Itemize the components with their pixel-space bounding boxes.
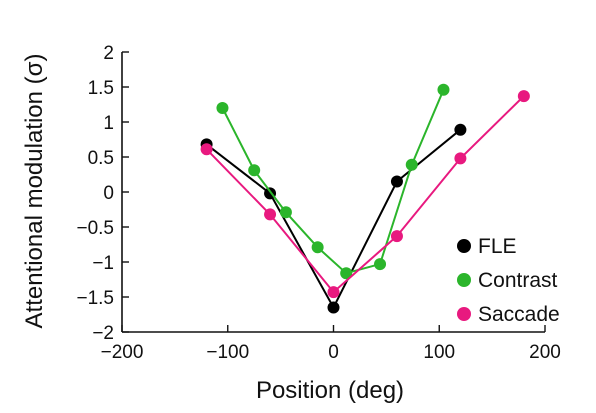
y-tick-label: −0.5 bbox=[76, 218, 114, 239]
legend: FLE Contrast Saccade bbox=[457, 235, 560, 326]
data-point-contrast bbox=[216, 102, 229, 114]
series-layer bbox=[200, 83, 530, 314]
data-point-saccade bbox=[327, 286, 340, 299]
series-saccade bbox=[200, 90, 530, 299]
data-point-fle bbox=[390, 175, 403, 188]
x-tick-label: −100 bbox=[206, 342, 249, 363]
legend-label-fle: FLE bbox=[478, 235, 517, 258]
y-tick-label: 0.5 bbox=[88, 148, 114, 169]
data-point-saccade bbox=[517, 90, 530, 103]
data-point-contrast bbox=[405, 158, 418, 171]
axes: −200 −100 0 100 200 −2 −1.5 −1 −0.5 0 0.5 1 1.5 2 bbox=[76, 43, 560, 363]
legend-marker-fle bbox=[457, 239, 471, 253]
legend-label-contrast: Contrast bbox=[478, 269, 558, 292]
data-point-contrast bbox=[374, 258, 387, 271]
x-tick-label: 100 bbox=[423, 342, 455, 363]
data-point-saccade bbox=[264, 208, 277, 221]
y-tick-label: 1.5 bbox=[88, 78, 114, 99]
data-point-saccade bbox=[454, 152, 467, 165]
series-line-fle bbox=[205, 128, 462, 310]
data-point-contrast bbox=[279, 206, 292, 219]
x-tick-label: 0 bbox=[328, 342, 339, 363]
y-axis-title: Attentional modulation (σ) bbox=[21, 54, 48, 329]
series-line-contrast bbox=[221, 89, 445, 275]
legend-marker-contrast bbox=[457, 273, 471, 287]
data-point-contrast bbox=[437, 83, 450, 96]
data-point-fle bbox=[327, 301, 340, 314]
y-tick-label: −2 bbox=[92, 323, 114, 344]
x-axis-title: Position (deg) bbox=[256, 377, 404, 404]
y-tick-label: −1 bbox=[92, 253, 114, 274]
series-line-saccade bbox=[205, 95, 525, 294]
y-tick-label: 0 bbox=[103, 183, 114, 204]
data-point-contrast bbox=[311, 241, 324, 254]
x-tick-label: 200 bbox=[529, 342, 561, 363]
x-tick-label: −200 bbox=[101, 342, 144, 363]
data-point-fle bbox=[454, 123, 467, 136]
y-tick-label: 2 bbox=[103, 43, 114, 64]
data-point-contrast bbox=[248, 164, 261, 177]
y-tick-label: −1.5 bbox=[76, 288, 114, 309]
y-tick-label: 1 bbox=[103, 113, 114, 134]
data-point-saccade bbox=[200, 143, 213, 156]
data-point-saccade bbox=[390, 230, 403, 243]
data-point-contrast bbox=[340, 267, 353, 280]
series-fle bbox=[200, 123, 467, 314]
legend-marker-saccade bbox=[457, 307, 471, 321]
legend-label-saccade: Saccade bbox=[478, 303, 560, 326]
series-contrast bbox=[216, 83, 450, 280]
